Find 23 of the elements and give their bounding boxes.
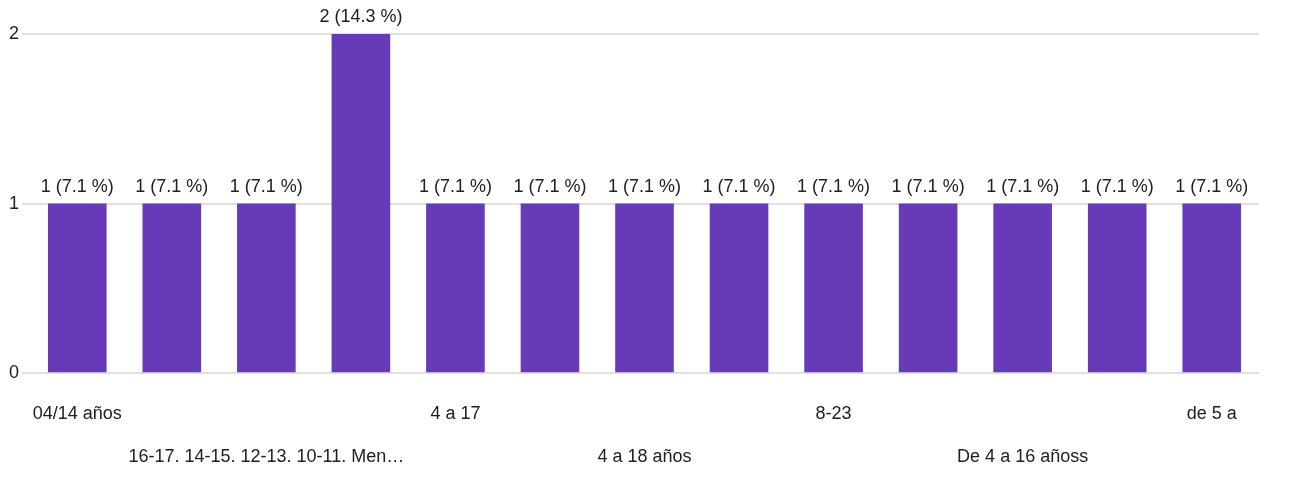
data-label: 1 (7.1 %) <box>135 175 209 196</box>
data-label: 2 (14.3 %) <box>319 5 403 26</box>
data-label: 1 (7.1 %) <box>229 175 303 196</box>
data-label: 1 (7.1 %) <box>513 175 587 196</box>
x-tick-label: 4 a 18 años <box>597 446 692 467</box>
x-tick-label: 8-23 <box>815 402 852 423</box>
data-label: 1 (7.1 %) <box>418 175 492 196</box>
data-label: 1 (7.1 %) <box>1080 175 1154 196</box>
x-tick-label: 04/14 años <box>32 402 122 423</box>
y-tick-label: 0 <box>9 362 20 383</box>
y-tick-label: 1 <box>9 192 20 213</box>
data-label: 1 (7.1 %) <box>702 175 776 196</box>
y-tick-label: 2 <box>9 22 20 43</box>
data-label: 1 (7.1 %) <box>1175 175 1249 196</box>
data-label: 1 (7.1 %) <box>40 175 114 196</box>
x-tick-label: 4 a 17 <box>430 402 481 423</box>
data-label: 1 (7.1 %) <box>891 175 965 196</box>
x-tick-label: De 4 a 16 añoss <box>957 446 1089 467</box>
data-label: 1 (7.1 %) <box>797 175 871 196</box>
x-tick-label: de 5 a <box>1186 402 1238 423</box>
data-label: 1 (7.1 %) <box>986 175 1060 196</box>
x-tick-label: 16-17. 14-15. 12-13. 10-11. Men… <box>128 446 405 467</box>
data-label: 1 (7.1 %) <box>607 175 682 196</box>
